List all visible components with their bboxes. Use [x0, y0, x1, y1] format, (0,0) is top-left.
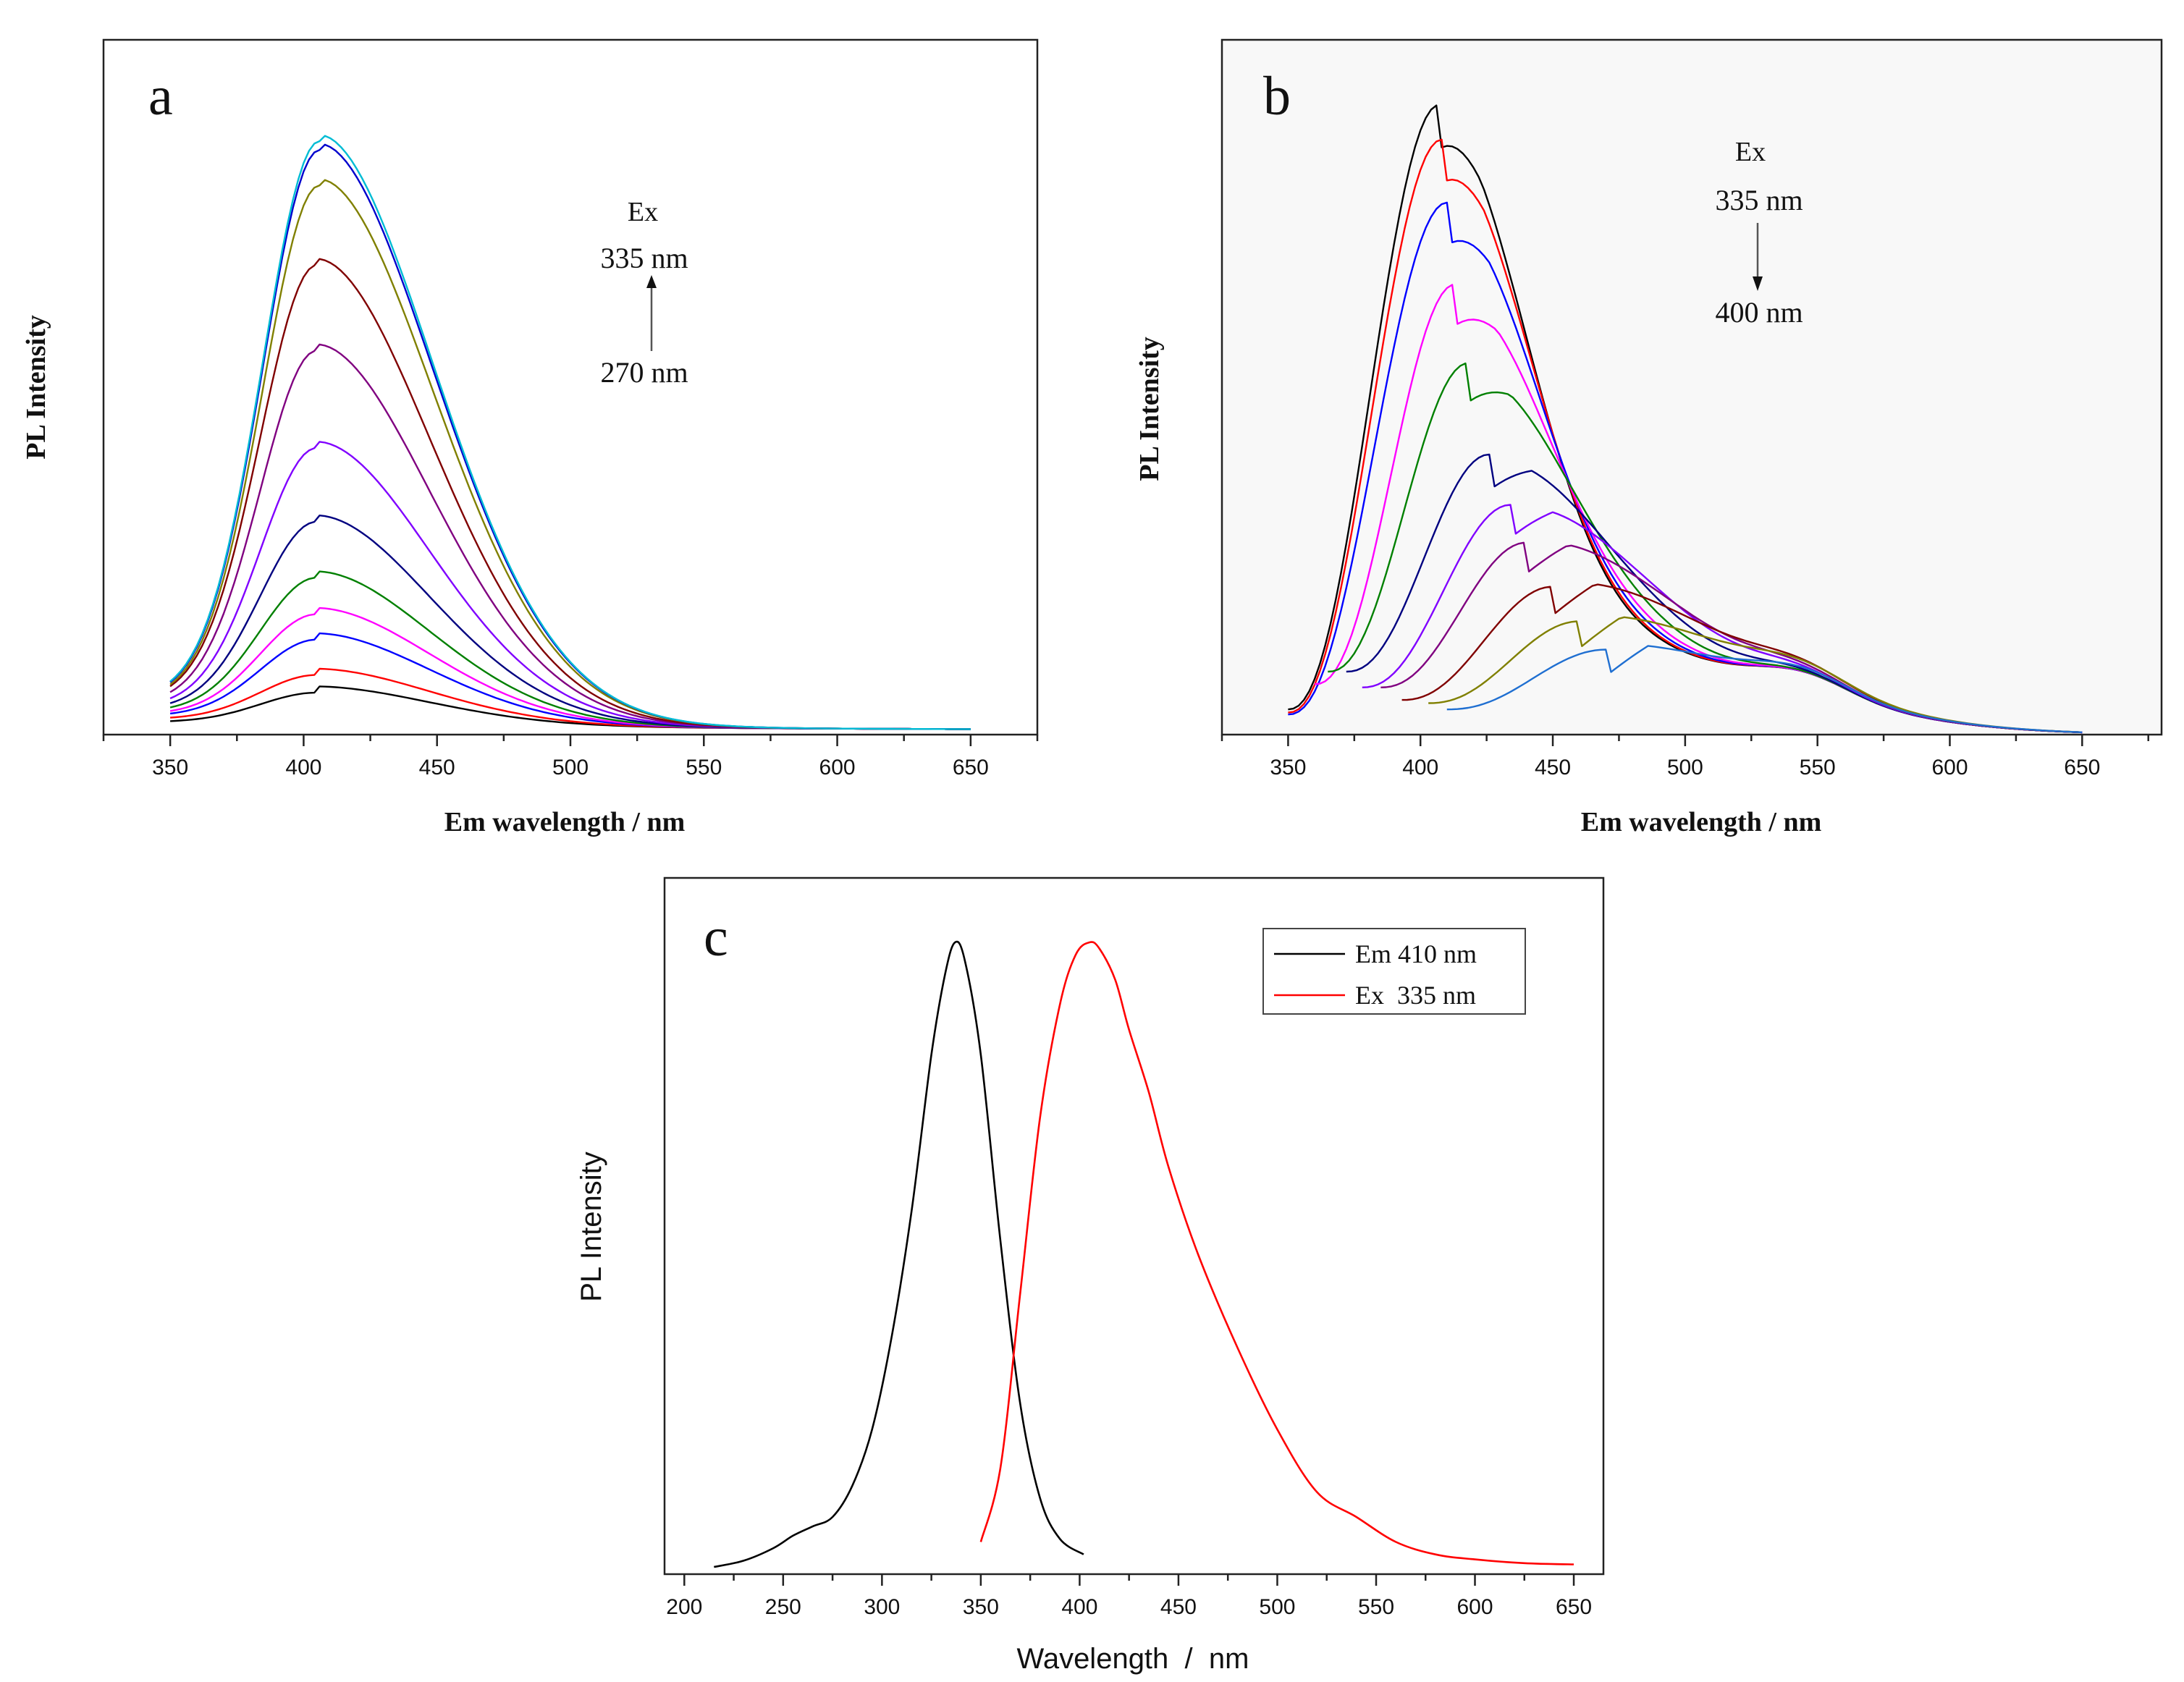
x-tick-label: 400: [285, 756, 321, 779]
panel-a-ex-arrowhead: [646, 275, 657, 288]
x-tick-label: 400: [1061, 1595, 1097, 1619]
panel-a-xlabel: Em wavelength / nm: [444, 807, 686, 837]
panel-b-ylabel: PL Intensity: [1134, 337, 1165, 481]
x-tick-label: 550: [1800, 756, 1836, 779]
x-tick-label: 400: [1402, 756, 1438, 779]
series-c-1: [979, 941, 1574, 1565]
x-tick-label: 650: [1556, 1595, 1592, 1619]
panel-b-ex-title: Ex: [1735, 137, 1766, 167]
legend-label-ex: Ex 335 nm: [1355, 981, 1476, 1010]
panel-a-ex-start: 270 nm: [600, 356, 688, 389]
panel-b-plot-area: [1220, 38, 2163, 736]
panel-b-ex-end: 400 nm: [1715, 296, 1803, 329]
panel-b-ex-arrowhead: [1753, 276, 1763, 291]
panel-b-ex-start: 335 nm: [1715, 184, 1803, 216]
x-tick-label: 450: [1535, 756, 1571, 779]
panel-a-ylabel: PL Intensity: [21, 315, 51, 460]
panel-b-label: b: [1263, 66, 1291, 127]
legend-label-em: Em 410 nm: [1355, 939, 1477, 968]
x-tick-label: 450: [419, 756, 455, 779]
x-tick-label: 500: [552, 756, 589, 779]
x-tick-label: 350: [1270, 756, 1306, 779]
panel-a-label: a: [148, 66, 173, 127]
series-c-0: [714, 940, 1084, 1568]
x-tick-label: 600: [1456, 1595, 1493, 1619]
legend-box: [1262, 928, 1526, 1015]
x-tick-label: 500: [1667, 756, 1703, 779]
x-tick-label: 550: [686, 756, 722, 779]
x-tick-label: 350: [152, 756, 188, 779]
x-tick-label: 600: [1931, 756, 1968, 779]
panel-c-label: c: [704, 907, 728, 968]
x-tick-label: 250: [765, 1595, 801, 1619]
x-tick-label: 350: [963, 1595, 999, 1619]
series-a-11: [169, 135, 971, 730]
panel-b: 350 400 450 500 550 600 650 b Em wavelength / …: [1134, 38, 2163, 837]
panel-a-ex-end: 335 nm: [600, 242, 688, 274]
panel-c-ylabel: PL Intensity: [575, 1151, 607, 1302]
x-tick-label: 600: [819, 756, 856, 779]
panel-c-legend: Em 410 nm Ex 335 nm: [1262, 928, 1526, 1015]
panel-c-xlabel: Wavelength / nm: [1017, 1643, 1249, 1675]
x-tick-label: 550: [1358, 1595, 1394, 1619]
x-tick-label: 300: [864, 1595, 900, 1619]
panel-b-xlabel: Em wavelength / nm: [1581, 807, 1822, 837]
x-tick-label: 650: [2064, 756, 2100, 779]
series-b-10: [1446, 645, 2083, 733]
panel-a: 350 400 450 500 550 600 650 a Em wavelength / …: [21, 38, 1039, 837]
panel-a-plot-area: [102, 38, 1039, 736]
x-tick-label: 200: [666, 1595, 702, 1619]
panel-a-ex-title: Ex: [628, 197, 658, 227]
x-tick-label: 650: [953, 756, 989, 779]
panel-c: 200 250 300 350 400 450 500 550 600 650 c Wavelen…: [575, 876, 1605, 1675]
x-tick-label: 450: [1160, 1595, 1197, 1619]
x-tick-label: 500: [1259, 1595, 1295, 1619]
